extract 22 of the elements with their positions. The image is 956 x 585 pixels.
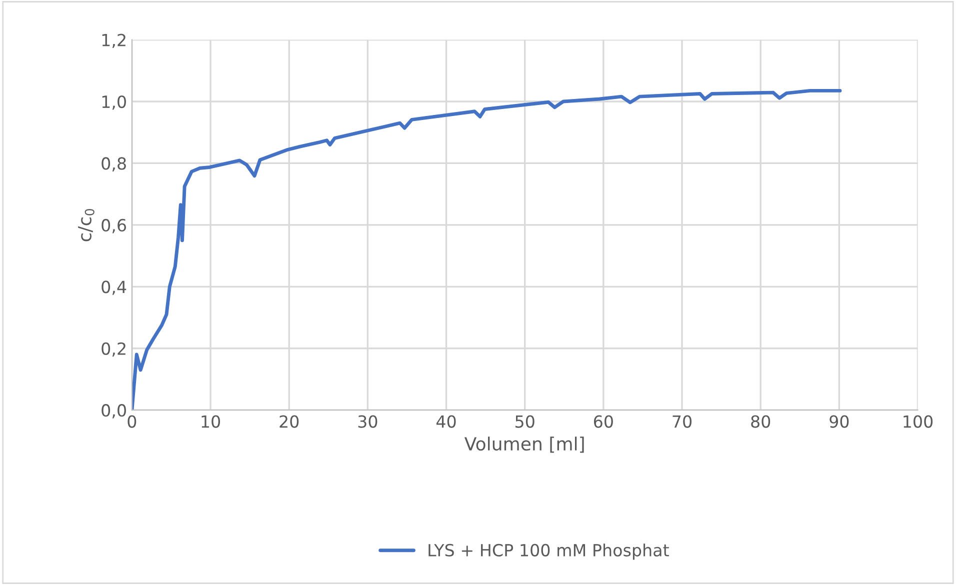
x-tick-label: 30 <box>358 415 378 428</box>
x-axis-title: Volumen [ml] <box>464 436 584 453</box>
x-tick-label: 0 <box>128 415 136 428</box>
x-tick-label: 20 <box>280 415 299 428</box>
x-tick-label: 90 <box>830 415 849 428</box>
line-series <box>132 88 842 410</box>
y-tick-label: 0,6 <box>102 218 126 234</box>
x-tick-label: 40 <box>436 415 456 428</box>
x-tick-label: 50 <box>516 415 534 428</box>
y-tick-label: 0,8 <box>102 157 126 172</box>
x-tick-label: 60 <box>594 415 613 428</box>
y-tick-label: 0,2 <box>102 342 126 357</box>
legend-label: LYS + HCP 100 mM Phosphat <box>428 544 669 560</box>
y-axis-title: c/c$_{0}$ <box>78 208 94 242</box>
x-tick-label: 100 <box>904 415 933 428</box>
x-tick-label: 70 <box>672 415 692 428</box>
y-tick-label: 0,0 <box>102 404 126 418</box>
y-tick-label: 0,4 <box>102 280 126 295</box>
x-tick-label: 80 <box>751 415 770 428</box>
y-tick-label: 1,0 <box>102 95 126 110</box>
y-tick-label: 1,2 <box>102 34 126 48</box>
x-tick-label: 10 <box>202 415 220 428</box>
